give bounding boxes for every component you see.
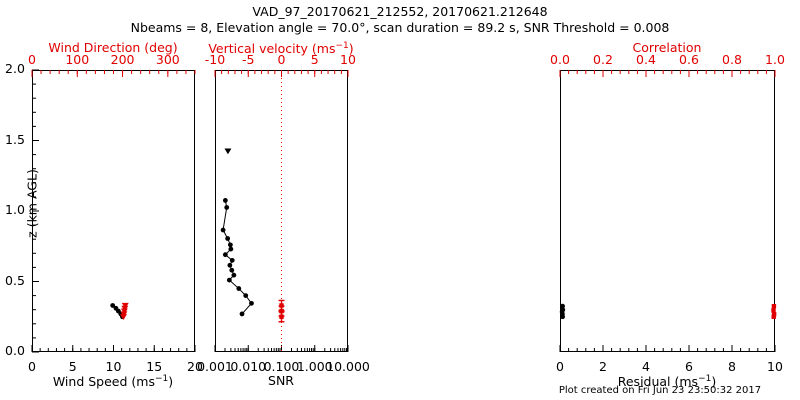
right-top-tick-0.4: 0.4 <box>636 52 656 67</box>
right-top-tick-0.2: 0.2 <box>593 52 613 67</box>
middle-series-0 <box>220 198 254 317</box>
middle-tick-0.010: 0.010 <box>230 359 267 374</box>
y-tick-0.0: 0.0 <box>5 343 25 358</box>
left-top-tick-200: 200 <box>110 52 135 67</box>
left-top-tick-300: 300 <box>155 52 180 67</box>
middle-series-1 <box>224 148 232 155</box>
right-tick-2: 2 <box>599 359 607 374</box>
panel-snr-bottom-axis-label: SNR <box>268 373 294 388</box>
figure-title: VAD_97_20170621_212552, 20170621.212648 <box>252 4 548 19</box>
middle-top-tick-5: 5 <box>310 52 319 67</box>
middle-top-tick--10: -10 <box>204 52 226 67</box>
panel-residual-bottom-axis-label: Residual (ms−1) <box>617 374 717 390</box>
figure-footer: Plot created on Fri Jun 23 23:50:32 2017 <box>558 385 762 396</box>
left-series-1 <box>119 302 129 320</box>
middle-tick-1.000: 1.000 <box>296 359 333 374</box>
right-top-tick-0.6: 0.6 <box>679 52 699 67</box>
panel-snr-top-axis-label: Vertical velocity (ms−1) <box>208 41 354 57</box>
panel-wind-bottom-axis-label: Wind Speed (ms−1) <box>52 374 174 390</box>
right-series-1 <box>771 303 777 319</box>
right-tick-6: 6 <box>685 359 693 374</box>
panel-wind-top-axis-label: Wind Direction (deg) <box>48 40 178 55</box>
middle-tick-10.000: 10.000 <box>326 359 370 374</box>
y-tick-1.5: 1.5 <box>5 131 25 147</box>
middle-top-tick-0: 0 <box>277 52 286 67</box>
left-tick-20: 20 <box>187 359 203 374</box>
middle-tick-0.001: 0.001 <box>197 359 233 374</box>
y-tick-2.0: 2.0 <box>5 61 25 76</box>
middle-series-2 <box>278 299 285 323</box>
left-tick-10: 10 <box>105 359 122 374</box>
left-top-tick-0: 0 <box>28 52 36 67</box>
panel-residual-top-axis-label: Correlation <box>632 40 702 55</box>
right-tick-10: 10 <box>767 359 783 374</box>
middle-top-tick-10: 10 <box>340 52 356 67</box>
left-top-tick-100: 100 <box>65 52 90 67</box>
panel-residual <box>560 70 775 352</box>
middle-tick-0.100: 0.100 <box>263 359 300 374</box>
left-tick-5: 5 <box>68 359 77 374</box>
left-tick-0: 0 <box>28 359 36 374</box>
right-tick-4: 4 <box>642 359 650 374</box>
right-top-tick-0.0: 0.0 <box>550 52 570 67</box>
middle-top-tick--5: -5 <box>242 52 255 67</box>
y-tick-0.5: 0.5 <box>5 272 25 288</box>
right-top-tick-0.8: 0.8 <box>722 52 742 67</box>
figure-subtitle: Nbeams = 8, Elevation angle = 70.0°, sca… <box>130 20 670 35</box>
y-tick-1.0: 1.0 <box>5 202 25 217</box>
right-top-tick-1.0: 1.0 <box>765 52 785 67</box>
right-tick-0: 0 <box>556 359 564 374</box>
left-tick-15: 15 <box>146 359 163 374</box>
right-series-0 <box>559 303 566 320</box>
right-tick-8: 8 <box>728 359 736 374</box>
